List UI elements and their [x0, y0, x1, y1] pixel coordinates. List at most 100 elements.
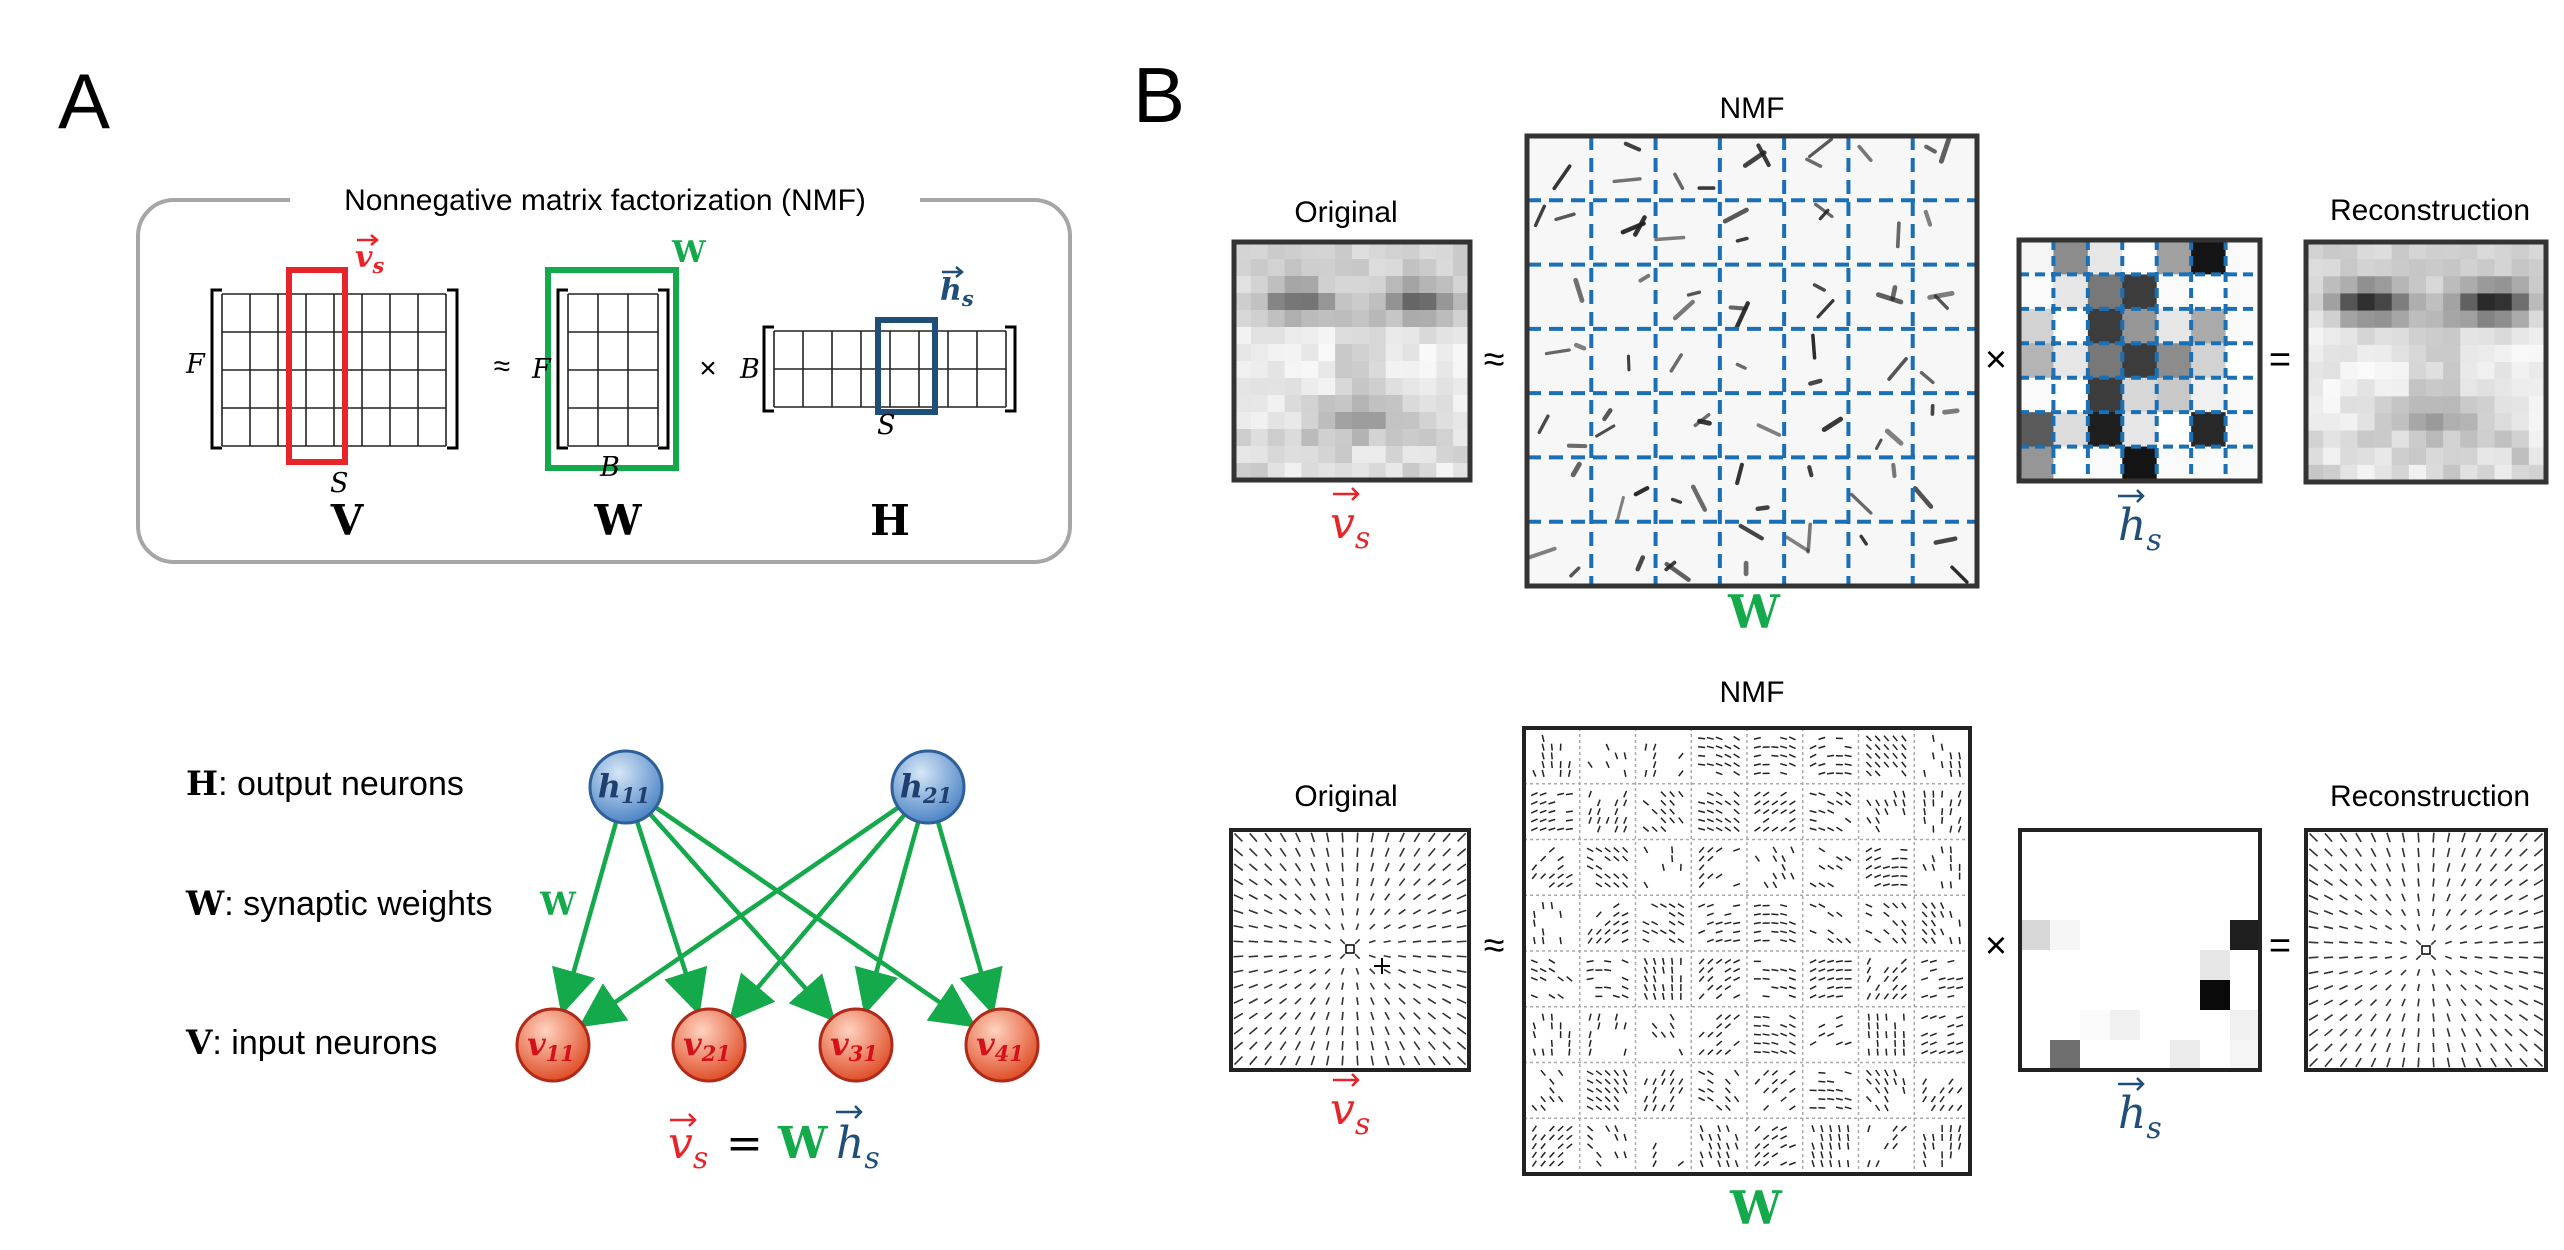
matrix-w-grid: [567, 293, 659, 447]
svg-text:v21: v21: [683, 1025, 731, 1066]
synapse-edge: [652, 804, 977, 1028]
input-neuron-v11: v11: [515, 1007, 591, 1083]
face-h-label: hs: [2118, 489, 2162, 558]
flow-reconstruction-image: [2308, 832, 2544, 1068]
panel-a-letter: A: [58, 57, 110, 145]
output-neuron-h21: h21: [890, 749, 966, 825]
matrix-w-highlight-label: W: [671, 235, 707, 270]
svg-text:vs: vs: [1330, 498, 1370, 556]
matrix-v-highlight-label: vs: [355, 240, 384, 278]
reconstruction-title: Reconstruction: [2330, 780, 2530, 813]
face-original-image: [1234, 242, 1471, 481]
original-title: Original: [1294, 780, 1397, 813]
synapse-edge: [634, 818, 708, 1016]
face-coefficient-map: [2019, 240, 2261, 482]
matrix-v-grid: [221, 293, 447, 447]
face-reconstruction-image: [2306, 242, 2547, 483]
reconstruction-title: Reconstruction: [2330, 194, 2530, 227]
input-neuron-v31: v31: [818, 1007, 894, 1083]
flow-basis-images: [1524, 728, 1970, 1174]
synapse-edge: [646, 810, 836, 1022]
input-neuron-v41: v41: [964, 1007, 1040, 1083]
svg-text:v11: v11: [527, 1025, 575, 1066]
output-nodes: h11 h21: [588, 749, 966, 825]
matrix-h-column-highlight: [875, 317, 938, 415]
flow-original-image: [1233, 832, 1467, 1066]
svg-text:hs: hs: [2118, 1088, 2162, 1146]
svg-text:vs: vs: [1330, 1084, 1370, 1142]
matrix-w: F B W W: [531, 235, 707, 545]
equals-sign: =: [2269, 925, 2291, 967]
matrix-v-cols-label: S: [330, 468, 349, 499]
synapse-edge: [552, 819, 619, 1016]
flow-v-label: vs: [1330, 1073, 1370, 1142]
matrix-h-grid: [773, 330, 1007, 408]
network-diagram: H: output neurons W: synaptic weights W …: [185, 749, 1040, 1176]
vector-arrow-icon: [357, 234, 379, 246]
network-equation: vs = W hs: [668, 1105, 880, 1176]
nmf-title: NMF: [1720, 676, 1785, 709]
svg-text:v31: v31: [830, 1025, 878, 1066]
equation-h: hs: [836, 1118, 880, 1176]
matrix-h-cols-label: S: [877, 410, 896, 441]
face-basis-images: [1526, 135, 1977, 586]
input-neurons-label: V: input neurons: [185, 1023, 437, 1063]
vector-arrow-icon: [670, 1113, 697, 1127]
synaptic-weights-label: W: synaptic weights: [185, 884, 493, 924]
synapse-edge: [578, 804, 902, 1028]
svg-text:v41: v41: [976, 1025, 1024, 1066]
vector-arrow-icon: [942, 266, 964, 278]
vector-arrow-icon: [2118, 489, 2145, 503]
row-faces: Original vs ≈ NMF W × hs = Reconstructio…: [1231, 92, 2549, 639]
flow-w-label: W: [1729, 1181, 1783, 1235]
synapse-edge: [854, 819, 922, 1016]
approx-sign-a: ≈: [494, 350, 510, 383]
times-sign: ×: [1985, 339, 2007, 381]
equals-sign: =: [2269, 339, 2291, 381]
matrix-h-highlight-label: hs: [940, 273, 974, 311]
weights-tag: W: [539, 885, 577, 923]
vector-arrow-icon: [1333, 1073, 1360, 1087]
approx-sign: ≈: [1484, 925, 1505, 967]
times-sign: ×: [1985, 925, 2007, 967]
vector-arrow-icon: [836, 1105, 863, 1119]
vector-arrow-icon: [1333, 487, 1360, 501]
matrix-h: B S hs H: [739, 266, 1017, 545]
nmf-box: Nonnegative matrix factorization (NMF): [136, 178, 1072, 564]
flow-coefficient-map: [2020, 920, 2260, 1070]
matrix-v-rows-label: F: [185, 349, 206, 380]
equation-v: vs: [668, 1118, 708, 1176]
matrix-w-cols-label: B: [599, 452, 620, 483]
panel-b-letter: B: [1133, 51, 1185, 139]
vector-arrow-icon: [2118, 1077, 2145, 1091]
svg-text:hs: hs: [2118, 500, 2162, 558]
output-neuron-h11: h11: [588, 749, 664, 825]
input-neuron-v21: v21: [671, 1007, 747, 1083]
output-neurons-label: H: output neurons: [186, 764, 464, 804]
matrix-h-name: H: [870, 496, 910, 545]
row-flow-fields: Original vs ≈ NMF W × hs = Reconstructio…: [1229, 676, 2548, 1235]
matrix-v-column-highlight: [286, 267, 348, 465]
matrix-v: F S vs V: [185, 234, 459, 545]
svg-text:h11: h11: [598, 767, 651, 808]
synaptic-edges: [552, 804, 1003, 1028]
synapse-edge: [935, 819, 1003, 1016]
face-w-label: W: [1727, 585, 1781, 639]
matrix-w-highlight: [545, 267, 679, 471]
equation-equals: =: [726, 1118, 763, 1169]
nmf-title: NMF: [1720, 92, 1785, 125]
nmf-box-title: Nonnegative matrix factorization (NMF): [344, 184, 866, 217]
times-sign-a: ×: [699, 352, 717, 385]
svg-text:h21: h21: [900, 767, 953, 808]
approx-sign: ≈: [1484, 339, 1505, 381]
original-title: Original: [1294, 196, 1397, 229]
input-nodes: v11 v21 v31 v41: [515, 1007, 1040, 1083]
face-v-label: vs: [1330, 487, 1370, 556]
equation-w: W: [777, 1118, 828, 1169]
matrix-w-rows-label: F: [531, 354, 552, 385]
flow-h-label: hs: [2118, 1077, 2162, 1146]
matrix-h-rows-label: B: [739, 354, 760, 385]
matrix-v-name: V: [330, 496, 365, 545]
matrix-w-name: W: [593, 496, 642, 545]
